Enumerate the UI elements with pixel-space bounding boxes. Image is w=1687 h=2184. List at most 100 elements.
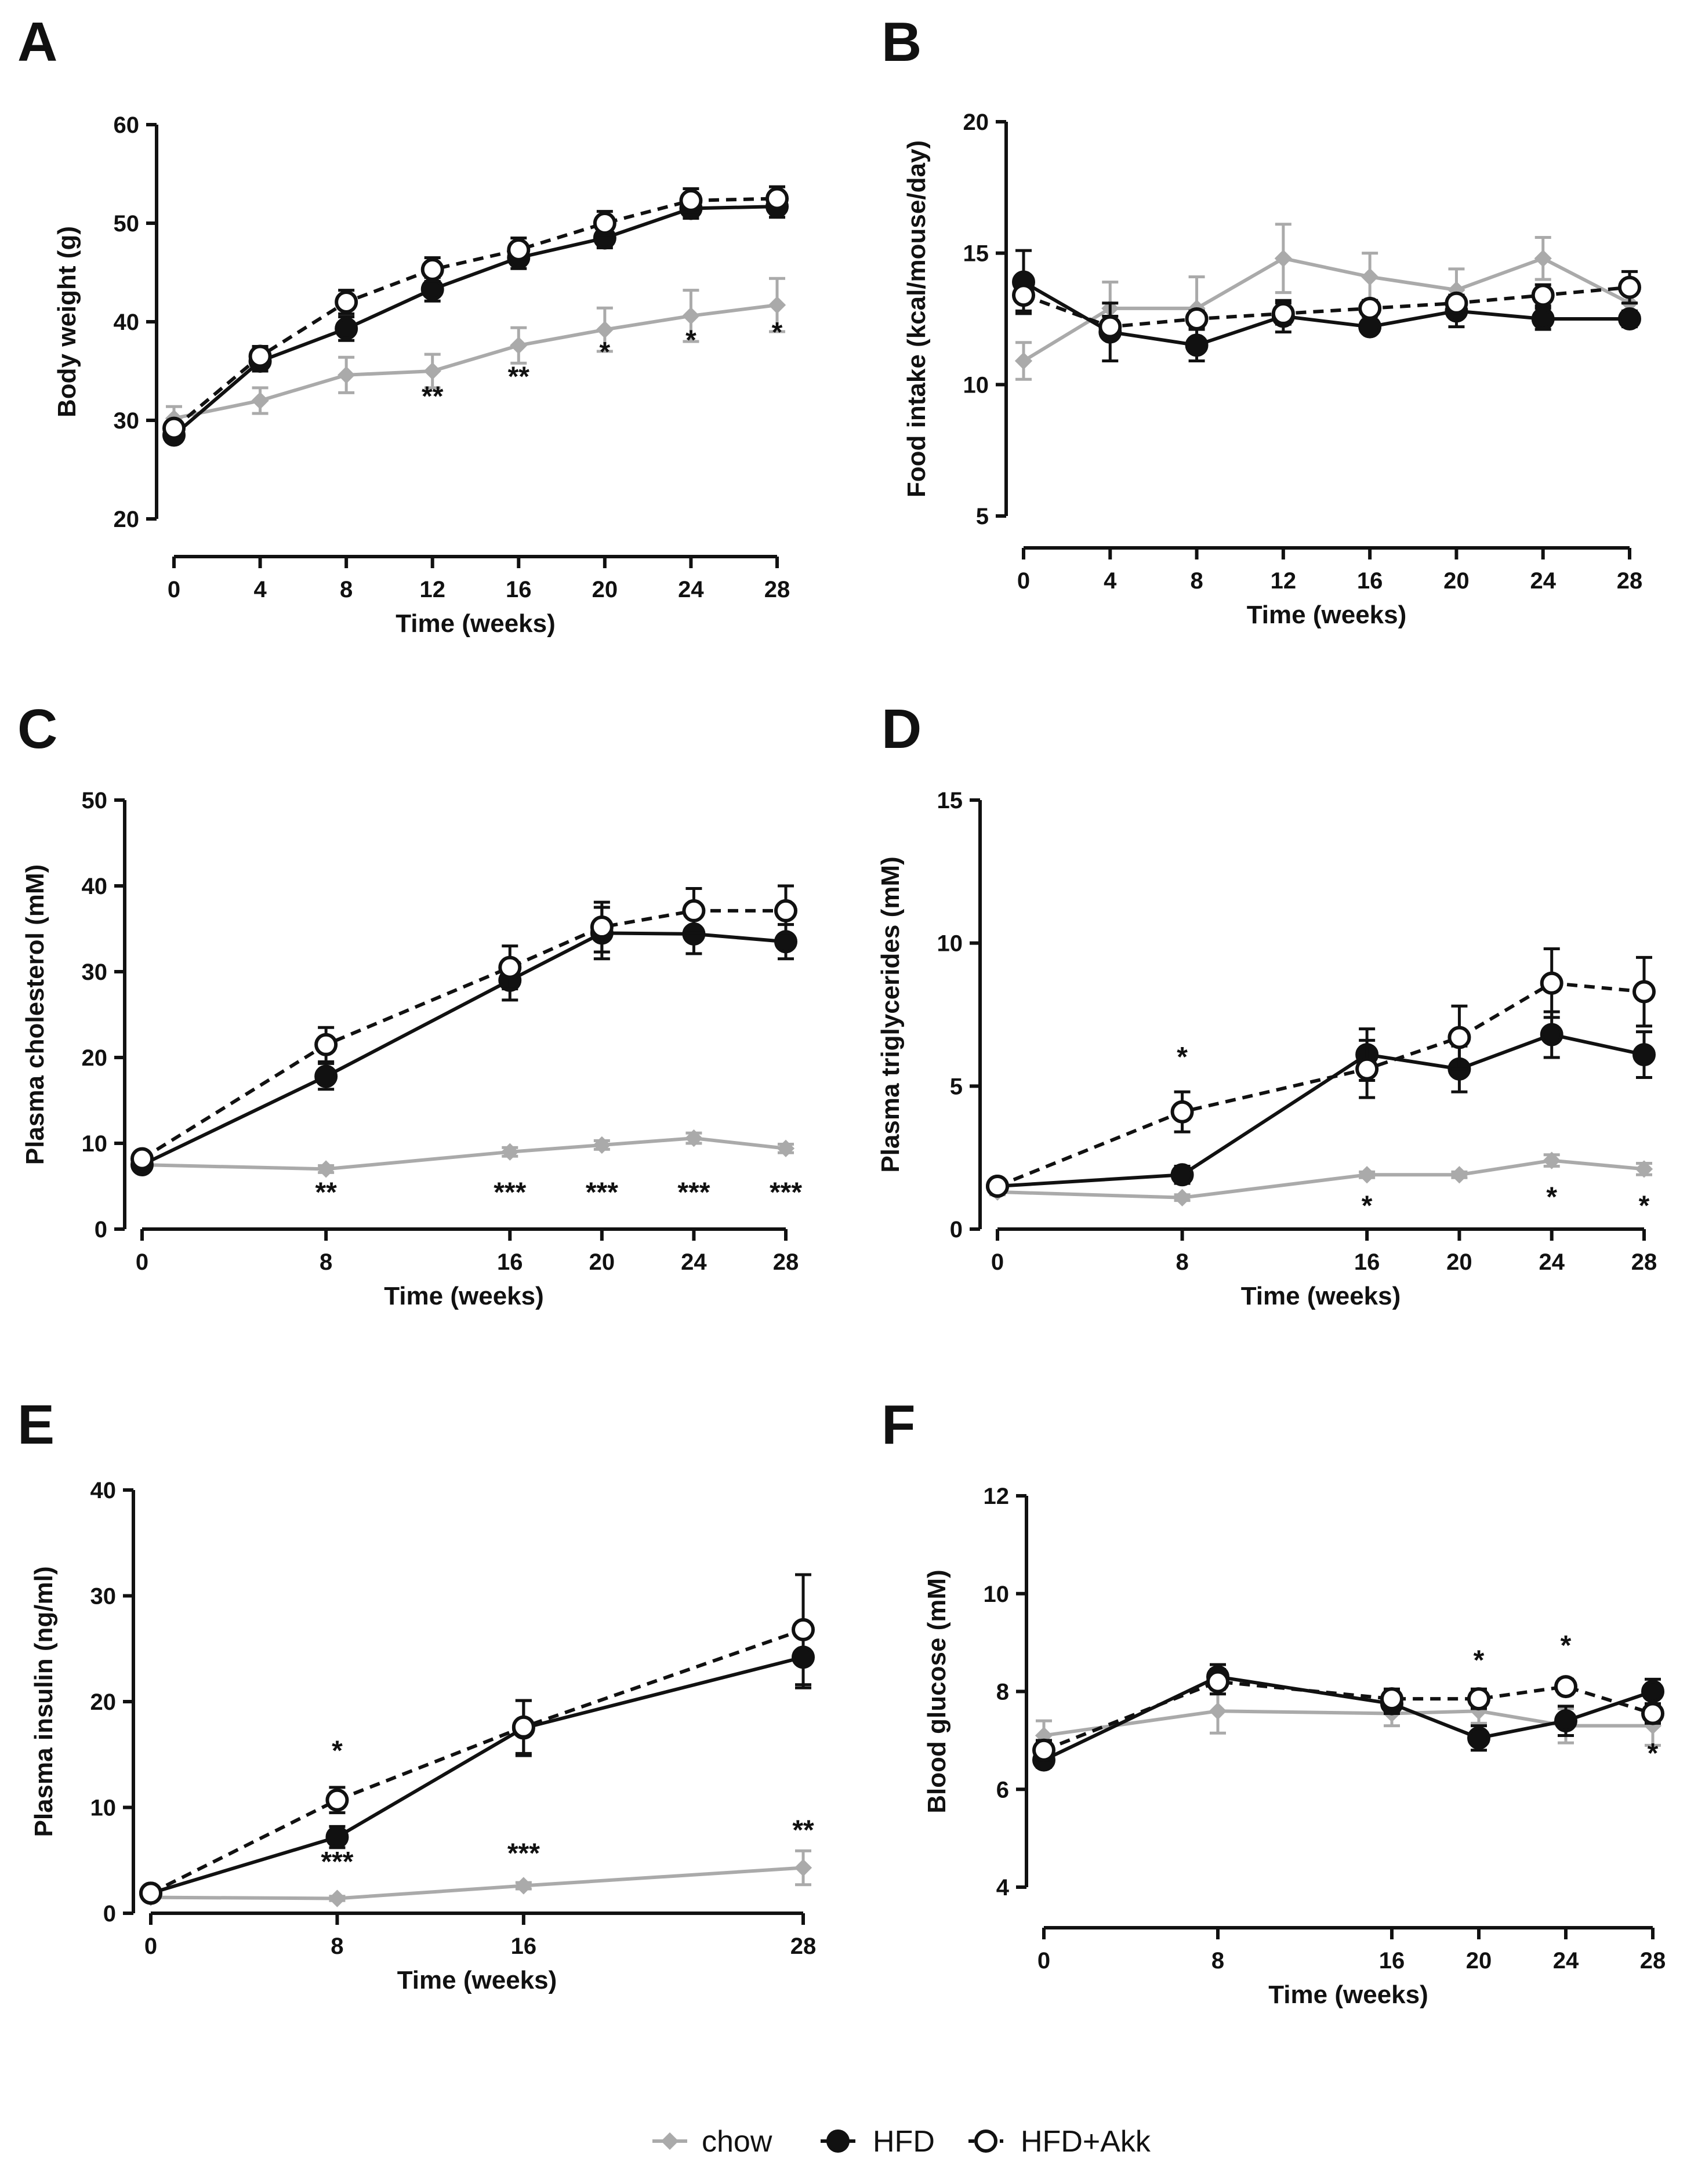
series-line [1043, 1709, 1653, 1738]
y-axis-title: Plasma insulin (ng/ml) [30, 1567, 58, 1837]
x-tick-label: 16 [511, 1934, 537, 1959]
x-axis-title: Time (weeks) [396, 609, 556, 638]
y-tick-label: 40 [90, 1478, 117, 1503]
series-hfd-akk [986, 947, 1656, 1198]
y-tick-label: 20 [963, 110, 989, 135]
data-point [423, 362, 441, 380]
series-line [173, 205, 778, 437]
data-point [325, 1825, 349, 1849]
significance-label: * [685, 325, 696, 356]
panel-C: C 0 10 20 30 40 50 0 8 16 20 24 28 Time (weeks) Plasma… [17, 698, 802, 1310]
x-axis-title: Time (weeks) [1268, 1981, 1428, 2009]
legend-label: HFD [873, 2125, 935, 2158]
significance-label: ** [422, 381, 444, 412]
data-point [328, 1889, 346, 1907]
significance-label: * [600, 337, 611, 368]
series-line [996, 981, 1645, 1188]
y-tick-label: 15 [963, 241, 989, 267]
data-point [1540, 1023, 1563, 1046]
x-tick-label: 24 [1539, 1249, 1565, 1275]
y-tick-label: 20 [90, 1689, 117, 1715]
data-point [162, 416, 186, 440]
x-tick-label: 8 [1176, 1249, 1188, 1275]
x-tick-label: 12 [419, 577, 445, 602]
data-point [420, 257, 444, 281]
data-point [498, 955, 522, 979]
y-tick-label: 30 [82, 960, 108, 985]
data-point [792, 1618, 815, 1641]
panel-letter: C [17, 698, 57, 760]
significance-label: *** [677, 1178, 710, 1208]
legend-label: chow [702, 2125, 772, 2158]
x-tick-label: 24 [678, 577, 704, 602]
data-point [1206, 1670, 1229, 1694]
data-point [1185, 307, 1209, 330]
data-point [251, 391, 269, 410]
data-point [774, 899, 797, 922]
series-line [150, 1866, 804, 1900]
x-tick-label: 16 [1379, 1948, 1405, 1974]
panel-letter: F [881, 1394, 916, 1456]
significance-label: *** [321, 1847, 353, 1877]
y-tick-label: 10 [82, 1131, 108, 1157]
significance-label: *** [586, 1178, 618, 1208]
y-tick-label: 0 [950, 1217, 963, 1242]
data-point [1274, 249, 1292, 267]
series-hfd-akk [162, 185, 789, 440]
data-point [1098, 315, 1122, 339]
data-point [593, 212, 616, 235]
data-point [1170, 1100, 1194, 1124]
x-tick-label: 0 [1017, 568, 1030, 594]
y-tick-label: 10 [984, 1582, 1010, 1607]
data-point [682, 307, 700, 325]
data-point [130, 1147, 154, 1171]
panel-B: B 5 10 15 20 0 4 8 12 16 20 24 28 Time (weeks) Food in… [881, 11, 1642, 629]
x-tick-label: 28 [790, 1934, 817, 1959]
y-tick-label: 15 [937, 788, 963, 813]
series-line [150, 1655, 804, 1895]
data-point [139, 1881, 162, 1905]
data-point [590, 915, 614, 939]
data-point [1173, 1189, 1191, 1207]
significance-label: * [1639, 1190, 1650, 1221]
data-point [1632, 980, 1656, 1004]
data-point [1467, 1687, 1490, 1711]
series-line [1022, 256, 1631, 363]
x-axis-title: Time (weeks) [1247, 601, 1407, 629]
data-point [986, 1175, 1009, 1198]
x-tick-label: 16 [506, 577, 532, 602]
x-tick-label: 4 [1104, 568, 1117, 594]
y-tick-label: 20 [82, 1045, 108, 1071]
x-tick-label: 4 [253, 577, 267, 602]
data-point [1012, 284, 1035, 307]
x-tick-label: 28 [1617, 568, 1643, 594]
series-line [1043, 1675, 1653, 1762]
data-point [335, 317, 358, 340]
data-point [1618, 307, 1641, 330]
legend-marker [974, 2130, 997, 2153]
y-tick-label: 0 [103, 1901, 116, 1927]
data-point [314, 1064, 338, 1088]
data-point [1540, 971, 1563, 995]
x-tick-label: 20 [589, 1249, 615, 1275]
significance-label: ** [315, 1178, 337, 1208]
y-tick-label: 10 [937, 931, 963, 957]
x-tick-label: 20 [1443, 568, 1470, 594]
significance-label: *** [770, 1178, 802, 1208]
y-tick-label: 0 [95, 1217, 107, 1242]
x-tick-label: 8 [320, 1249, 332, 1275]
significance-label: * [1561, 1630, 1572, 1661]
x-tick-label: 24 [681, 1249, 707, 1275]
data-point [325, 1788, 349, 1812]
data-point [1447, 1026, 1471, 1049]
significance-label: ** [508, 362, 530, 393]
data-point [1641, 1680, 1664, 1703]
significance-label: * [1177, 1042, 1188, 1073]
series-line [141, 909, 786, 1161]
x-tick-label: 16 [1357, 568, 1383, 594]
x-tick-label: 20 [592, 577, 618, 602]
y-tick-label: 6 [996, 1777, 1009, 1803]
series-line [1022, 285, 1630, 329]
data-point [510, 336, 528, 354]
y-tick-label: 30 [90, 1584, 117, 1609]
